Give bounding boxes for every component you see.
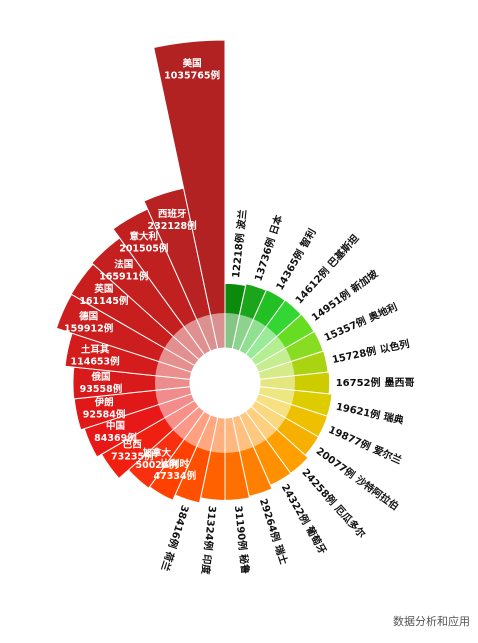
value-label: 47334例 xyxy=(154,469,197,481)
category-name: 瑞士 xyxy=(272,543,291,566)
category-name: 加拿大 xyxy=(141,446,171,458)
category-name: 美国 xyxy=(182,57,202,69)
value-label: 159912例 xyxy=(64,322,113,334)
category-name: 印度 xyxy=(199,554,214,576)
value-label: 14612例 xyxy=(292,264,332,306)
value-label: 19877例 xyxy=(327,423,373,453)
category-name: 秘鲁 xyxy=(237,553,252,574)
data-label: 美国 1035765例 xyxy=(164,57,220,81)
category-name: 日本 xyxy=(267,212,286,236)
category-name: 德国 xyxy=(79,310,98,322)
value-label: 24322例 xyxy=(279,482,313,527)
category-name: 新加坡 xyxy=(348,266,381,295)
data-label: 中国 84369例 xyxy=(94,419,137,443)
data-label: 13736例日本 xyxy=(252,212,286,282)
data-label: 15728例 以色列 xyxy=(331,337,411,366)
category-name: 爱尔兰 xyxy=(371,443,404,467)
category-name: 葡萄牙 xyxy=(303,523,330,556)
value-label: 15357例 xyxy=(322,314,368,344)
data-label: 31324例印度 xyxy=(199,505,219,576)
value-label: 13736例 xyxy=(252,236,278,283)
category-name: 英国 xyxy=(94,283,113,295)
value-label: 50026例 xyxy=(135,458,178,470)
data-label: 12218例 波兰 xyxy=(229,209,249,279)
data-label: 西班牙 232128例 xyxy=(147,208,196,232)
value-label: 31324例 xyxy=(201,505,219,551)
category-name: 西班牙 xyxy=(158,208,187,220)
category-name: 以色列 xyxy=(379,337,411,356)
category-name: 波兰 xyxy=(234,209,249,230)
value-label: 14951例 xyxy=(309,287,353,324)
data-label: 29264例瑞士 xyxy=(257,497,291,566)
watermark: 数据分析和应用 xyxy=(393,614,470,628)
data-label: 伊朗 92584例 xyxy=(83,396,126,420)
value-label: 84369例 xyxy=(94,431,137,443)
value-label: 29264例 xyxy=(257,497,283,544)
value-label: 24258例 xyxy=(299,466,339,508)
category-name: 俄国 xyxy=(90,371,110,383)
data-label: 16752例 墨西哥 xyxy=(336,376,415,389)
category-name: 厄瓜多尔 xyxy=(332,502,368,540)
category-name: 智利 xyxy=(297,226,318,250)
value-label: 232128例 xyxy=(147,220,196,232)
value-label: 12218例 xyxy=(229,233,247,279)
center-hole xyxy=(190,348,260,418)
value-label: 20077例 xyxy=(314,444,358,481)
data-label: 19621例 瑞典 xyxy=(335,400,405,427)
category-name: 意大利 xyxy=(130,230,159,242)
data-label: 意大利 201505例 xyxy=(119,230,168,254)
value-label: 201505例 xyxy=(119,242,168,254)
category-name: 土耳其 xyxy=(81,343,110,355)
category-name: 巴西 xyxy=(123,439,143,450)
category-name: 中国 xyxy=(106,419,125,431)
category-name: 沙特阿拉伯 xyxy=(353,473,401,513)
data-label: 巴西 73235例 xyxy=(111,439,154,462)
category-name: 荷兰 xyxy=(158,549,177,573)
data-label: 土耳其 114653例 xyxy=(70,343,119,367)
category-name: 墨西哥 xyxy=(385,377,415,389)
data-label: 德国 159912例 xyxy=(64,310,113,334)
data-label: 比利时 47334例 xyxy=(154,457,197,481)
category-name: 伊朗 xyxy=(94,396,114,408)
value-label: 161145例 xyxy=(79,295,128,307)
value-label: 93558例 xyxy=(80,383,123,395)
data-label: 俄国 93558例 xyxy=(80,371,123,395)
value-label: 1035765例 xyxy=(164,69,220,81)
value-label: 165911例 xyxy=(99,270,148,282)
category-name: 法国 xyxy=(114,258,133,270)
data-label: 法国 165911例 xyxy=(99,258,148,282)
value-label: 73235例 xyxy=(111,450,154,462)
value-label: 15728例 xyxy=(331,344,378,366)
data-label: 31190例秘鲁 xyxy=(232,505,252,575)
value-label: 31190例 xyxy=(232,505,250,551)
data-label: 38416例荷兰 xyxy=(158,503,192,572)
value-label: 16752例 xyxy=(336,376,381,389)
category-name: 瑞典 xyxy=(383,410,405,427)
data-label: 英国 161145例 xyxy=(79,283,128,307)
value-label: 114653例 xyxy=(70,355,119,367)
category-name: 比利时 xyxy=(161,457,190,469)
value-label: 14365例 xyxy=(273,247,307,292)
value-label: 92584例 xyxy=(83,408,126,420)
category-name: 巴基斯坦 xyxy=(325,232,361,270)
value-label: 19621例 xyxy=(335,400,382,422)
category-name: 奥地利 xyxy=(367,300,400,324)
value-label: 38416例 xyxy=(166,503,192,550)
data-label: 加拿大 50026例 xyxy=(135,446,178,470)
